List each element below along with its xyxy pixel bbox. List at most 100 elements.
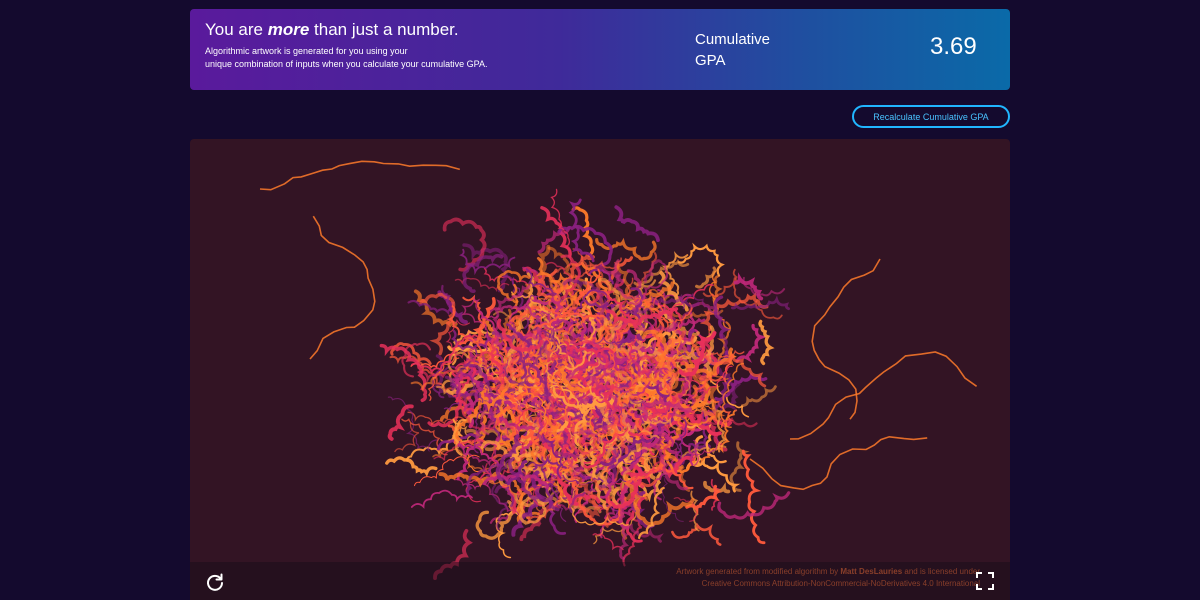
artwork-strand xyxy=(619,528,629,560)
artwork-strand xyxy=(587,377,618,431)
artwork-strand xyxy=(633,469,654,499)
recalculate-gpa-button[interactable]: Recalculate Cumulative GPA xyxy=(852,105,1010,128)
artwork-strand xyxy=(583,426,643,469)
artwork-strand xyxy=(554,400,613,421)
banner-description: Algorithmic artwork is generated for you… xyxy=(205,45,535,71)
artwork-strand xyxy=(488,358,506,390)
artwork-strand xyxy=(600,384,615,411)
artwork-strand xyxy=(735,323,769,363)
artwork-strand xyxy=(671,322,698,354)
artwork-strand xyxy=(699,291,769,332)
artwork-strand xyxy=(414,454,480,487)
artwork-strand xyxy=(691,365,733,395)
artwork-strand xyxy=(540,456,569,500)
credit-author: Matt DesLauries xyxy=(840,567,903,576)
headline-prefix: You are xyxy=(205,20,268,39)
artwork-strand xyxy=(650,329,677,367)
artwork-strand xyxy=(681,292,726,323)
artwork-strand xyxy=(573,289,609,317)
artwork-strand xyxy=(678,331,717,377)
artwork-strand xyxy=(685,484,722,515)
artwork-strand xyxy=(645,464,684,522)
artwork-strand xyxy=(387,404,414,441)
artwork-strand xyxy=(417,351,499,383)
artwork-strand xyxy=(385,456,438,477)
artwork-strand xyxy=(599,471,615,499)
artwork-strand xyxy=(600,417,674,467)
artwork-strand xyxy=(517,339,554,387)
artwork-tendril xyxy=(789,351,978,440)
artwork-strand xyxy=(742,276,786,297)
artwork-strand xyxy=(551,444,598,474)
artwork-strand xyxy=(459,248,516,276)
artwork-strand xyxy=(410,489,473,509)
credit-prefix: Artwork generated from modified algorith… xyxy=(676,567,841,576)
artwork-strand xyxy=(548,299,582,336)
artwork-strand xyxy=(484,457,522,478)
artwork-strand xyxy=(487,478,522,500)
artwork-strand xyxy=(379,343,428,403)
fullscreen-icon-graphic xyxy=(976,572,994,590)
artwork-strand xyxy=(644,443,672,480)
artwork-credit: Artwork generated from modified algorith… xyxy=(676,566,980,590)
artwork-strand xyxy=(462,243,509,293)
gpa-label-line-2: GPA xyxy=(695,52,726,69)
artwork-strand xyxy=(610,327,625,384)
artwork-strand xyxy=(496,318,544,352)
artwork-strand xyxy=(568,198,595,263)
artwork-strand xyxy=(592,533,624,551)
artwork-strand xyxy=(565,439,583,488)
artwork-strand xyxy=(497,409,516,450)
artwork-strand xyxy=(606,413,629,455)
artwork-tendril xyxy=(749,435,928,491)
artwork-strand xyxy=(577,477,603,522)
artwork-strand xyxy=(546,338,562,397)
artwork-strand xyxy=(552,387,589,447)
credit-line-1: Artwork generated from modified algorith… xyxy=(676,566,980,578)
artwork-strand xyxy=(389,355,467,394)
artwork-strand xyxy=(407,411,466,426)
artwork-strand xyxy=(695,266,717,289)
artwork-strand xyxy=(730,295,790,311)
artwork-strand xyxy=(532,432,583,461)
reload-icon[interactable] xyxy=(205,572,225,592)
artwork-strand xyxy=(492,284,531,350)
artwork-strand xyxy=(433,529,473,580)
artwork-strand xyxy=(741,449,766,545)
artwork-strand xyxy=(560,254,581,299)
credit-suffix: and is licensed under xyxy=(902,567,980,576)
artwork-strand xyxy=(595,237,657,261)
artwork-strand xyxy=(532,455,565,479)
artwork-strand xyxy=(605,464,643,509)
artwork-strand xyxy=(475,409,502,444)
artwork-strand xyxy=(569,361,619,397)
artwork-strand xyxy=(390,342,432,365)
artwork-strand xyxy=(702,277,736,298)
artwork-strand xyxy=(431,365,471,399)
artwork-strand xyxy=(621,438,659,476)
artwork-strand xyxy=(589,314,624,343)
artwork-strand xyxy=(643,259,663,283)
artwork-strand xyxy=(495,434,523,482)
artwork-strand xyxy=(579,268,601,298)
artwork-strand xyxy=(477,388,508,413)
artwork-strand xyxy=(401,342,432,378)
artwork-strand xyxy=(622,446,655,480)
artwork-strand xyxy=(681,375,691,396)
artwork-strand xyxy=(697,347,745,358)
artwork-strand xyxy=(712,275,723,305)
artwork-strand xyxy=(693,439,699,466)
artwork-strand xyxy=(519,496,547,525)
artwork-strand xyxy=(545,496,602,516)
artwork-strand xyxy=(563,278,606,324)
artwork-strand xyxy=(741,385,777,407)
artwork-strand xyxy=(533,295,565,331)
artwork-strand xyxy=(507,456,560,512)
artwork-strand xyxy=(729,441,750,492)
artwork-strand xyxy=(483,384,546,419)
fullscreen-icon[interactable] xyxy=(976,572,994,590)
artwork-strand xyxy=(560,365,590,393)
artwork-strand xyxy=(545,261,575,296)
artwork-strand xyxy=(542,434,567,469)
artwork-strand xyxy=(641,329,669,367)
